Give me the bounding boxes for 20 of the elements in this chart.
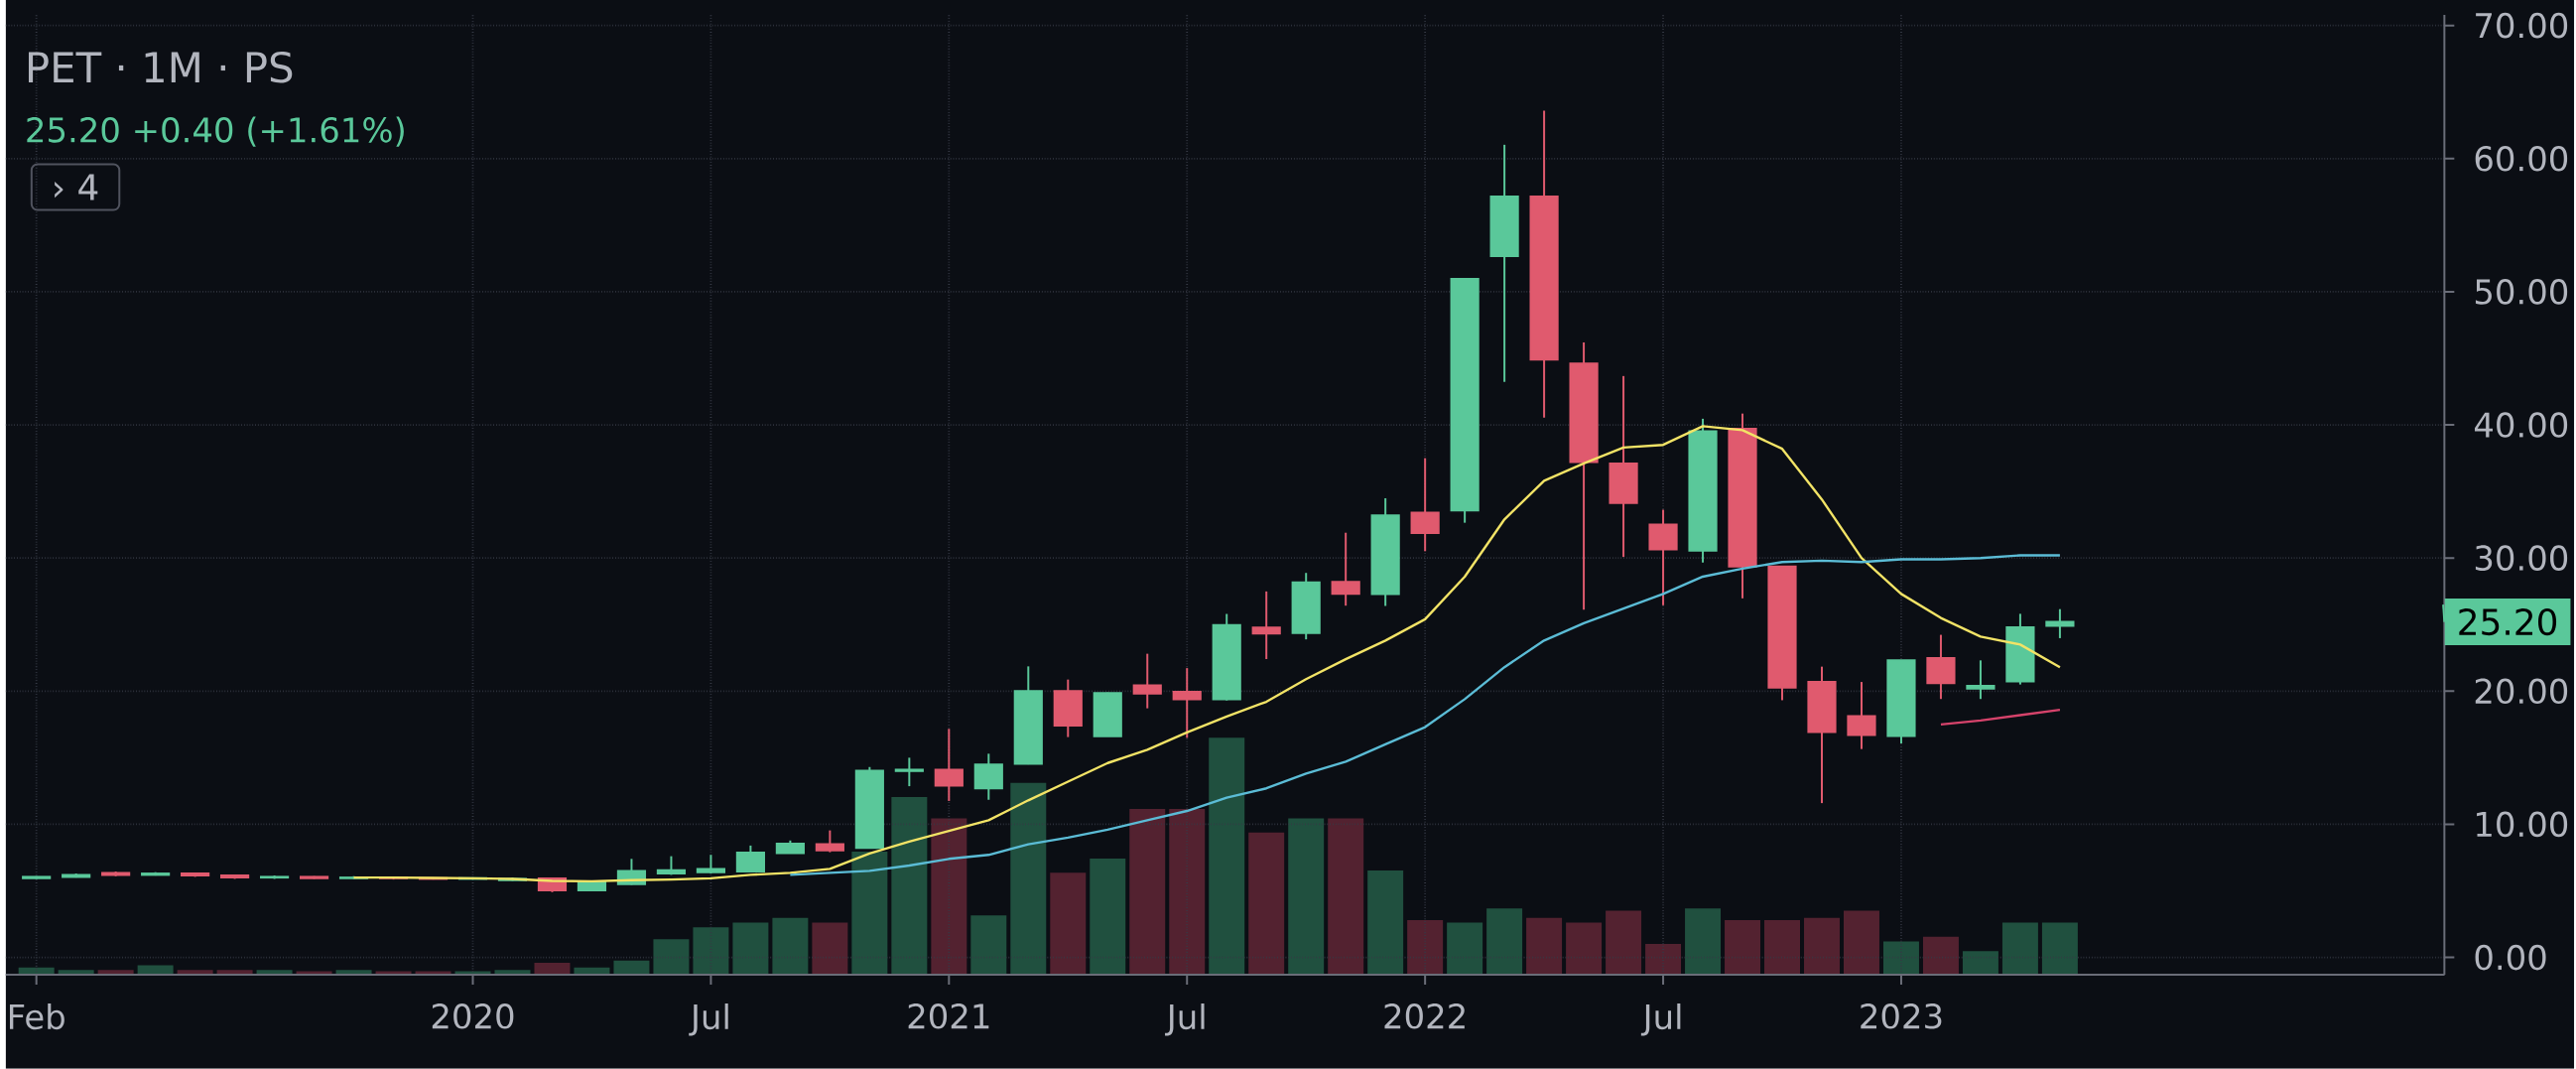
y-tick-label: 60.00 — [2475, 146, 2568, 172]
text: 25.20 +0.40 (+1.61%) — [27, 116, 404, 147]
annotation: › 4 — [55, 174, 98, 200]
x-tick-label: Jul — [689, 1003, 728, 1036]
x-tick-label: Jul — [1640, 1003, 1681, 1036]
y-tick-label: 30.00 — [2475, 545, 2568, 572]
x-tick-label: Feb — [9, 1003, 64, 1030]
x-tick-label: 2022 — [1384, 1003, 1465, 1029]
x-tick-label: Jul — [1165, 1003, 1205, 1036]
y-tick-label: 70.00 — [2476, 12, 2568, 39]
y-tick-label: 0.00 — [2475, 944, 2546, 971]
y-tick-label: 20.00 — [2475, 678, 2568, 705]
x-tick-label: 2020 — [432, 1003, 514, 1029]
text: PET · 1M · PS — [28, 52, 293, 83]
x-tick-label: 2023 — [1861, 1003, 1942, 1029]
y-tick-label: 40.00 — [2474, 412, 2568, 439]
y-tick-label: 10.00 — [2477, 811, 2568, 838]
text: 25.20 — [2459, 608, 2557, 636]
x-tick-label: 2021 — [908, 1003, 989, 1029]
y-tick-label: 50.00 — [2475, 279, 2568, 305]
